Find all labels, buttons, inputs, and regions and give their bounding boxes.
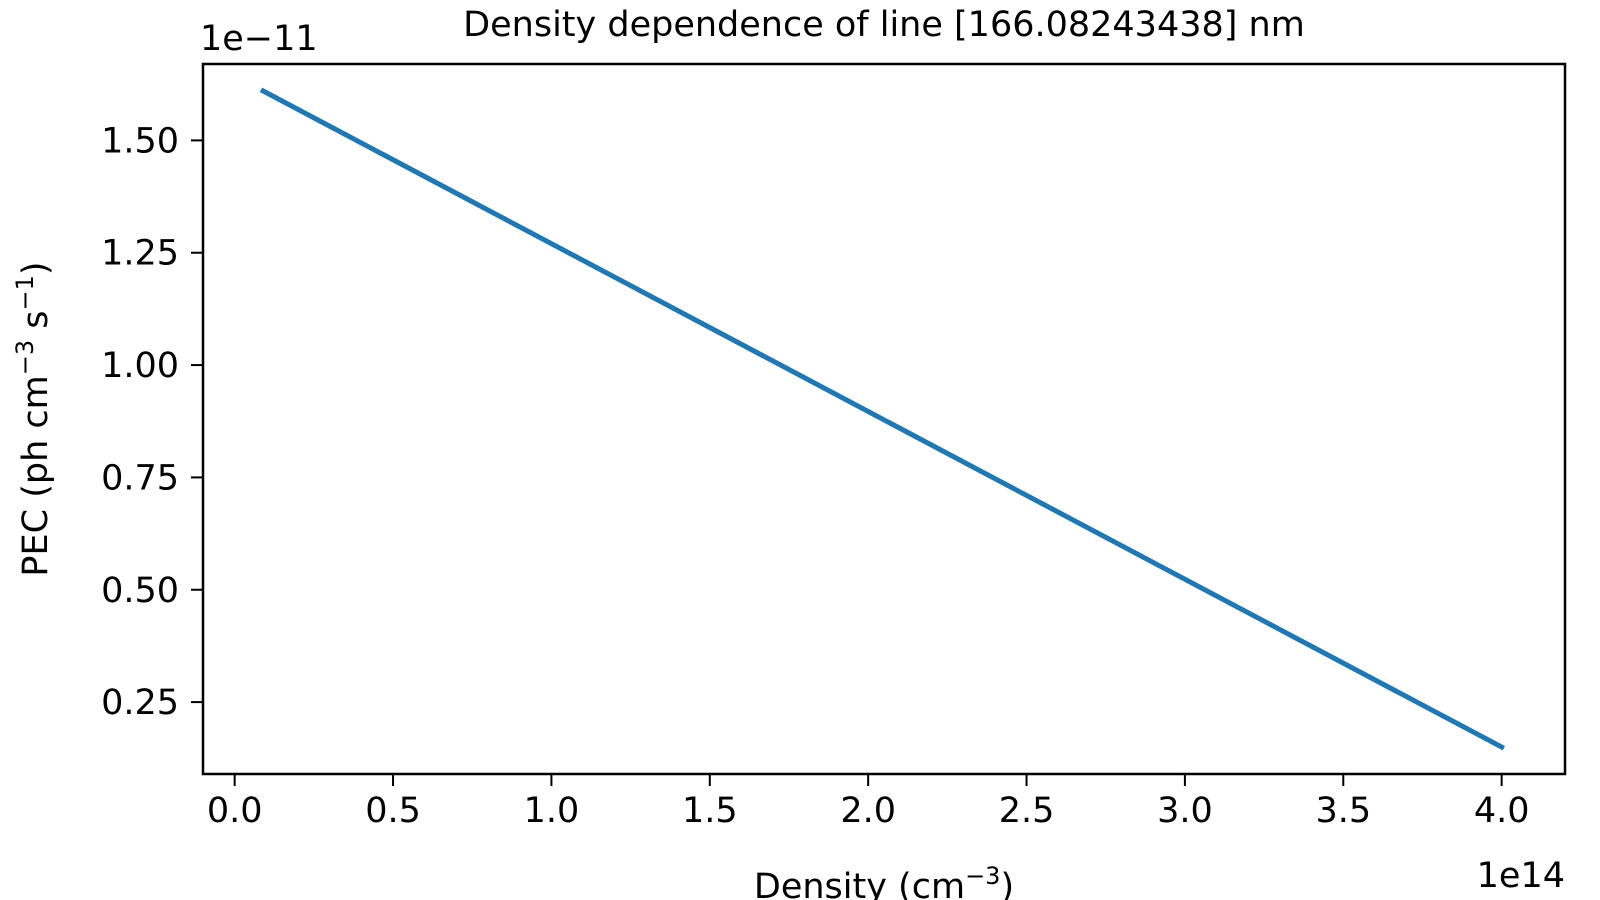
chart-title: Density dependence of line [166.08243438…	[463, 5, 1305, 45]
axes-frame	[201, 62, 1567, 776]
series-line-0	[259, 87, 1506, 751]
x-axis-label-text: Density (cm	[754, 867, 965, 900]
x-axis-label-sup: −3	[965, 862, 1000, 890]
y-offset-text: 1e−11	[200, 19, 318, 59]
y-axis-label-sup2: −1	[11, 275, 39, 310]
y-tick-label: 1.00	[101, 346, 179, 386]
x-axis-label: Density (cm−3)	[754, 862, 1014, 900]
y-tick-label: 0.50	[101, 571, 179, 611]
y-tick-label: 1.50	[101, 121, 179, 161]
y-axis-label: PEC (ph cm−3 s−1)	[11, 261, 56, 576]
x-tick-label: 0.5	[365, 791, 421, 831]
series-layer	[259, 87, 1506, 751]
y-axis-label-mid: s	[16, 310, 56, 339]
x-tick-label: 4.0	[1474, 791, 1530, 831]
y-axis-label-sup1: −3	[11, 340, 39, 375]
x-tick-label: 3.5	[1315, 791, 1371, 831]
x-tick-label: 1.0	[524, 791, 580, 831]
y-axis-label-suffix: )	[16, 261, 56, 275]
x-tick-label: 0.0	[207, 791, 263, 831]
x-tick-label: 2.5	[999, 791, 1055, 831]
y-axis-label-prefix: PEC (ph cm	[16, 375, 56, 576]
y-axis-ticks: 0.25 0.50 0.75 1.00 1.25 1.50	[101, 121, 203, 723]
x-offset-text: 1e14	[1477, 856, 1565, 896]
plot-area	[201, 62, 1567, 776]
x-tick-label: 3.0	[1157, 791, 1213, 831]
y-tick-label: 1.25	[101, 234, 179, 274]
x-axis-ticks: 0.0 0.5 1.0 1.5 2.0 2.5 3.0 3.5 4.0	[207, 774, 1530, 831]
y-tick-label: 0.25	[101, 683, 179, 723]
x-tick-label: 2.0	[840, 791, 896, 831]
x-axis-label-suffix: )	[1000, 867, 1014, 900]
x-tick-label: 1.5	[682, 791, 738, 831]
y-tick-label: 0.75	[101, 458, 179, 498]
